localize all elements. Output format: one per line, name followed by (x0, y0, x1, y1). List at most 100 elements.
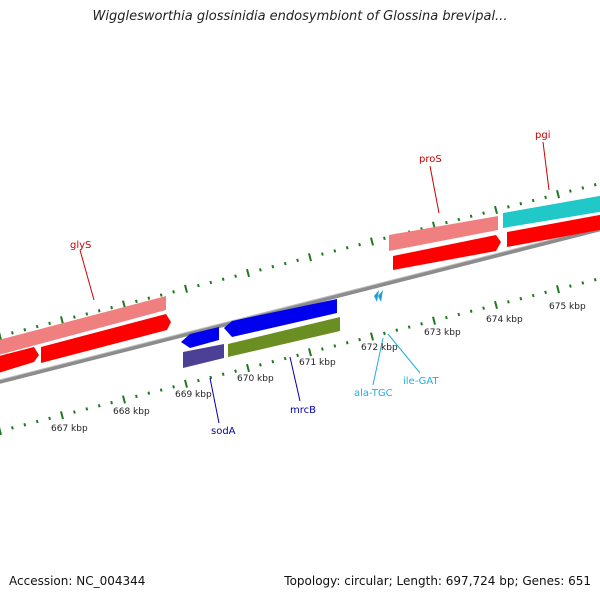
lower-minor-tick (221, 372, 225, 376)
lower-minor-tick (482, 306, 485, 310)
upper-minor-tick (147, 296, 151, 300)
lower-minor-tick (209, 375, 213, 380)
upper-minor-tick (23, 327, 27, 332)
rna-feature-right (389, 216, 498, 251)
lower-minor-tick (197, 378, 200, 383)
lower-minor-tick (135, 394, 138, 399)
lower-minor-tick (333, 344, 337, 348)
lower-minor-tick (507, 300, 510, 304)
upper-major-tick (494, 205, 498, 215)
gene-label-sodA: sodA (211, 426, 236, 437)
upper-minor-tick (345, 246, 349, 250)
upper-major-tick (308, 253, 312, 262)
lower-major-tick (0, 426, 2, 436)
upper-minor-tick (321, 252, 324, 256)
lower-minor-tick (172, 385, 175, 389)
sodA-leader (209, 377, 220, 424)
upper-minor-tick (457, 217, 461, 222)
lower-minor-tick (259, 363, 262, 367)
lower-minor-tick (420, 322, 423, 326)
lower-minor-tick (581, 281, 585, 285)
topology-text: Topology: circular; Length: 697,724 bp; … (284, 574, 591, 588)
ileGAT-leader (387, 333, 421, 374)
gene-label-pgi: pgi (535, 130, 550, 141)
kbp-label-669: 669 kbp (175, 390, 212, 400)
glyS-leader (79, 249, 95, 301)
lower-minor-tick (159, 388, 163, 392)
lower-minor-tick (395, 328, 399, 332)
lower-minor-tick (544, 290, 547, 295)
upper-minor-tick (85, 312, 89, 316)
upper-major-tick (246, 268, 250, 278)
upper-major-tick (0, 331, 2, 341)
kbp-label-673: 673 kbp (424, 328, 461, 338)
lower-minor-tick (358, 337, 361, 342)
kbp-label-672: 672 kbp (361, 343, 398, 353)
proS-leader (429, 165, 440, 214)
lower-minor-tick (457, 312, 461, 317)
cds-mrcB-olive (228, 317, 340, 357)
lower-minor-tick (321, 347, 324, 351)
gene-label-ala-TGC: ala-TGC (354, 388, 393, 399)
upper-minor-tick (544, 195, 547, 200)
upper-minor-tick (469, 214, 473, 218)
lower-minor-tick (147, 391, 151, 395)
cds-right-b (507, 214, 600, 247)
upper-minor-tick (11, 331, 14, 335)
lower-major-tick (184, 379, 188, 388)
map-title: Wigglesworthia glossinidia endosymbiont … (92, 9, 508, 24)
lower-minor-tick (407, 325, 411, 329)
kbp-label-670: 670 kbp (237, 374, 274, 384)
lower-minor-tick (283, 356, 287, 361)
rna-feature-left (0, 296, 166, 355)
lower-minor-tick (85, 407, 89, 411)
lower-minor-tick (445, 315, 448, 320)
lower-minor-tick (296, 353, 299, 358)
upper-minor-tick (35, 324, 39, 329)
cds-left-a (0, 347, 39, 373)
gene-label-ile-GAT: ile-GAT (403, 376, 439, 387)
lower-minor-tick (383, 331, 386, 336)
upper-minor-tick (358, 242, 361, 247)
lower-major-tick (494, 300, 498, 310)
upper-minor-tick (283, 261, 287, 266)
upper-major-tick (60, 316, 64, 325)
cds-mrcB-blue (224, 299, 337, 337)
upper-minor-tick (581, 186, 585, 190)
gene-label-mrcB: mrcB (290, 405, 316, 416)
lower-minor-tick (469, 309, 473, 313)
cds-right-a (393, 235, 501, 270)
lower-major-tick (60, 411, 64, 420)
upper-minor-tick (259, 268, 262, 272)
trna-arrow-1 (374, 290, 379, 302)
upper-minor-tick (234, 274, 237, 278)
upper-minor-tick (271, 264, 275, 269)
upper-minor-tick (135, 299, 138, 304)
upper-minor-tick (569, 189, 572, 193)
upper-minor-tick (159, 293, 163, 297)
lower-major-tick (246, 363, 250, 373)
upper-minor-tick (593, 183, 597, 187)
upper-minor-tick (531, 198, 535, 203)
upper-minor-tick (445, 220, 448, 225)
upper-major-tick (556, 190, 560, 199)
lower-minor-tick (73, 410, 76, 414)
upper-minor-tick (197, 283, 200, 288)
lower-minor-tick (569, 284, 572, 288)
kbp-label-667: 667 kbp (51, 424, 88, 434)
lower-minor-tick (593, 278, 597, 282)
upper-minor-tick (383, 236, 386, 241)
upper-minor-tick (507, 205, 510, 209)
cds-sodA-upper (181, 327, 219, 348)
lower-major-tick (370, 332, 374, 341)
alaTGC-leader (372, 337, 384, 386)
lower-major-tick (122, 395, 126, 404)
gene-label-glyS: glyS (70, 240, 91, 251)
lower-minor-tick (97, 404, 101, 408)
lower-major-tick (308, 348, 312, 357)
gene-label-proS: proS (419, 154, 442, 165)
lower-major-tick (556, 285, 560, 294)
upper-tick-row (0, 183, 597, 341)
upper-minor-tick (110, 305, 113, 310)
